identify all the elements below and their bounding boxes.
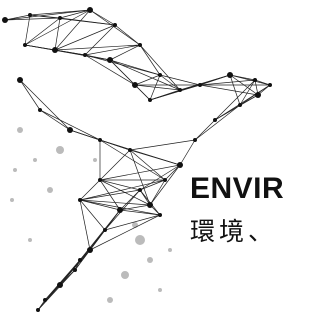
wire-node — [78, 198, 82, 202]
heading-subtitle: 環境、 — [190, 212, 277, 248]
wire-node — [78, 258, 82, 262]
wire — [105, 215, 160, 230]
wire-node — [268, 83, 272, 87]
speckle — [28, 238, 32, 242]
wire — [55, 25, 115, 50]
wire-node — [198, 83, 202, 87]
wire — [160, 75, 200, 85]
speckle — [135, 235, 145, 245]
wire — [90, 215, 160, 250]
wire-node — [238, 103, 242, 107]
wire — [195, 120, 215, 140]
speckle — [56, 146, 64, 154]
wire-node — [255, 92, 261, 98]
wire-node — [28, 13, 32, 17]
wire-node — [58, 16, 62, 20]
wire — [120, 210, 160, 215]
wire-node — [227, 72, 233, 78]
wire-node — [253, 78, 257, 82]
wire-node — [98, 178, 102, 182]
wire-node — [117, 207, 123, 213]
speckle — [17, 127, 23, 133]
wire — [40, 110, 100, 140]
wire-node — [98, 138, 102, 142]
wire — [80, 200, 105, 230]
wire — [130, 140, 195, 150]
wire-node — [147, 202, 153, 208]
wire-node — [177, 162, 183, 168]
speckle — [168, 248, 172, 252]
heading-title: ENVIR — [190, 172, 284, 206]
speckle — [158, 288, 162, 292]
speckle — [107, 297, 113, 303]
wire-node — [73, 268, 77, 272]
wire — [20, 80, 70, 130]
wire-node — [213, 118, 217, 122]
wire — [135, 85, 150, 100]
wire — [150, 180, 165, 205]
wire — [110, 60, 180, 90]
wire-node — [193, 138, 197, 142]
wire — [115, 25, 140, 45]
wire-node — [2, 17, 8, 23]
wire — [140, 45, 180, 90]
wire — [135, 85, 180, 90]
wire — [90, 10, 140, 45]
wire-node — [158, 213, 162, 217]
wire — [195, 105, 240, 140]
wire-node — [158, 73, 162, 77]
wire-node — [67, 127, 73, 133]
wire — [230, 75, 240, 105]
wire — [80, 200, 90, 250]
wire — [20, 80, 40, 110]
wire — [230, 75, 270, 85]
wire-node — [23, 43, 27, 47]
bird-illustration — [0, 0, 284, 314]
wire-node — [36, 308, 40, 312]
wire — [40, 110, 70, 130]
wire — [80, 190, 140, 200]
wire-node — [148, 98, 152, 102]
speckle — [47, 187, 53, 193]
wire-node — [107, 57, 113, 63]
wire — [255, 80, 270, 85]
wire-node — [17, 77, 23, 83]
wire — [25, 18, 60, 45]
wire-node — [163, 178, 167, 182]
speckle — [93, 158, 97, 162]
speckle — [13, 168, 17, 172]
wire-node — [87, 247, 93, 253]
wire-node — [57, 282, 63, 288]
wire — [80, 180, 165, 200]
wire-node — [128, 148, 132, 152]
wire — [180, 140, 195, 165]
speckle — [33, 158, 37, 162]
wire-node — [103, 228, 107, 232]
wire — [110, 45, 140, 60]
page: ENVIR 環境、 — [0, 0, 284, 314]
wire-node — [113, 23, 117, 27]
wire-node — [87, 7, 93, 13]
wire-node — [83, 53, 87, 57]
wire-node — [132, 82, 138, 88]
speckle — [121, 271, 129, 279]
wire — [55, 10, 90, 50]
wire-node — [138, 43, 142, 47]
speckle — [147, 257, 153, 263]
wire-node — [52, 47, 58, 53]
speckle — [132, 222, 138, 228]
speckle — [10, 198, 14, 202]
wire — [38, 285, 60, 310]
wire-node — [43, 298, 47, 302]
wire-node — [178, 88, 182, 92]
wire-node — [138, 188, 142, 192]
wire-node — [38, 108, 42, 112]
